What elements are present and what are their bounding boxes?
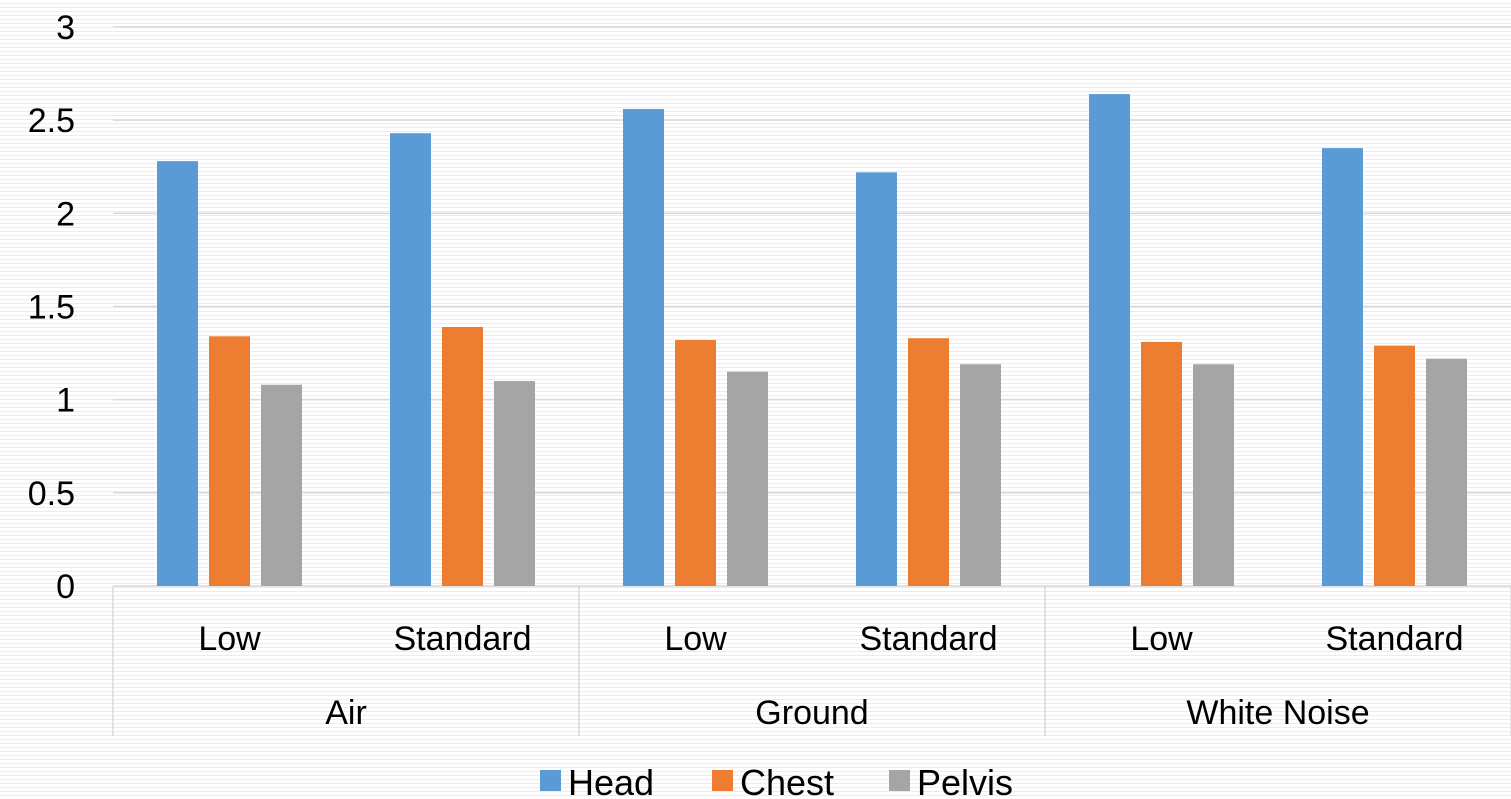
bar-head xyxy=(856,172,897,586)
x-group-label: White Noise xyxy=(1186,694,1369,732)
bar-pelvis xyxy=(261,384,302,586)
x-axis: Low Standard Low Standard Low Standard Air Grou… xyxy=(112,586,1511,736)
bar-pelvis xyxy=(727,371,768,586)
legend-label: Head xyxy=(568,762,654,799)
bar-head xyxy=(1322,148,1363,586)
bar-head xyxy=(1089,94,1130,586)
legend-label: Pelvis xyxy=(917,762,1013,799)
bar-head xyxy=(390,133,431,586)
bar-head xyxy=(623,108,664,586)
bar-chest xyxy=(1141,341,1182,586)
x-tick-label: Standard xyxy=(860,620,998,658)
y-tick-label: 3 xyxy=(56,9,75,47)
legend-swatch-chest xyxy=(712,770,733,791)
legend-swatch-pelvis xyxy=(889,770,910,791)
gridlines xyxy=(113,26,1511,587)
bar-chest xyxy=(209,336,250,586)
y-tick-label: 0.5 xyxy=(28,475,75,513)
bar-pelvis xyxy=(960,364,1001,586)
bar-chest xyxy=(1374,345,1415,586)
y-tick-label: 2.5 xyxy=(28,102,75,140)
x-tick-label: Low xyxy=(664,620,727,658)
legend-label: Chest xyxy=(740,762,834,799)
bar-chest xyxy=(442,326,483,586)
bar-chest xyxy=(675,340,716,586)
y-tick-label: 0 xyxy=(56,568,75,606)
y-tick-label: 1 xyxy=(56,382,75,420)
legend: Head Chest Pelvis xyxy=(540,762,1013,799)
bar-pelvis xyxy=(1193,364,1234,586)
bar-pelvis xyxy=(494,381,535,586)
x-group-label: Air xyxy=(325,694,367,732)
x-tick-label: Standard xyxy=(394,620,532,658)
bars xyxy=(157,94,1467,586)
x-tick-label: Low xyxy=(198,620,261,658)
y-axis: 0 0.5 1 1.5 2 2.5 3 xyxy=(28,9,75,606)
legend-swatch-head xyxy=(540,770,561,791)
bar-chest xyxy=(908,338,949,586)
y-tick-label: 2 xyxy=(56,195,75,233)
y-tick-label: 1.5 xyxy=(28,289,75,327)
bar-pelvis xyxy=(1426,358,1467,586)
bar-head xyxy=(157,161,198,586)
x-group-label: Ground xyxy=(755,694,868,732)
x-tick-label: Low xyxy=(1130,620,1193,658)
x-tick-label: Standard xyxy=(1326,620,1464,658)
